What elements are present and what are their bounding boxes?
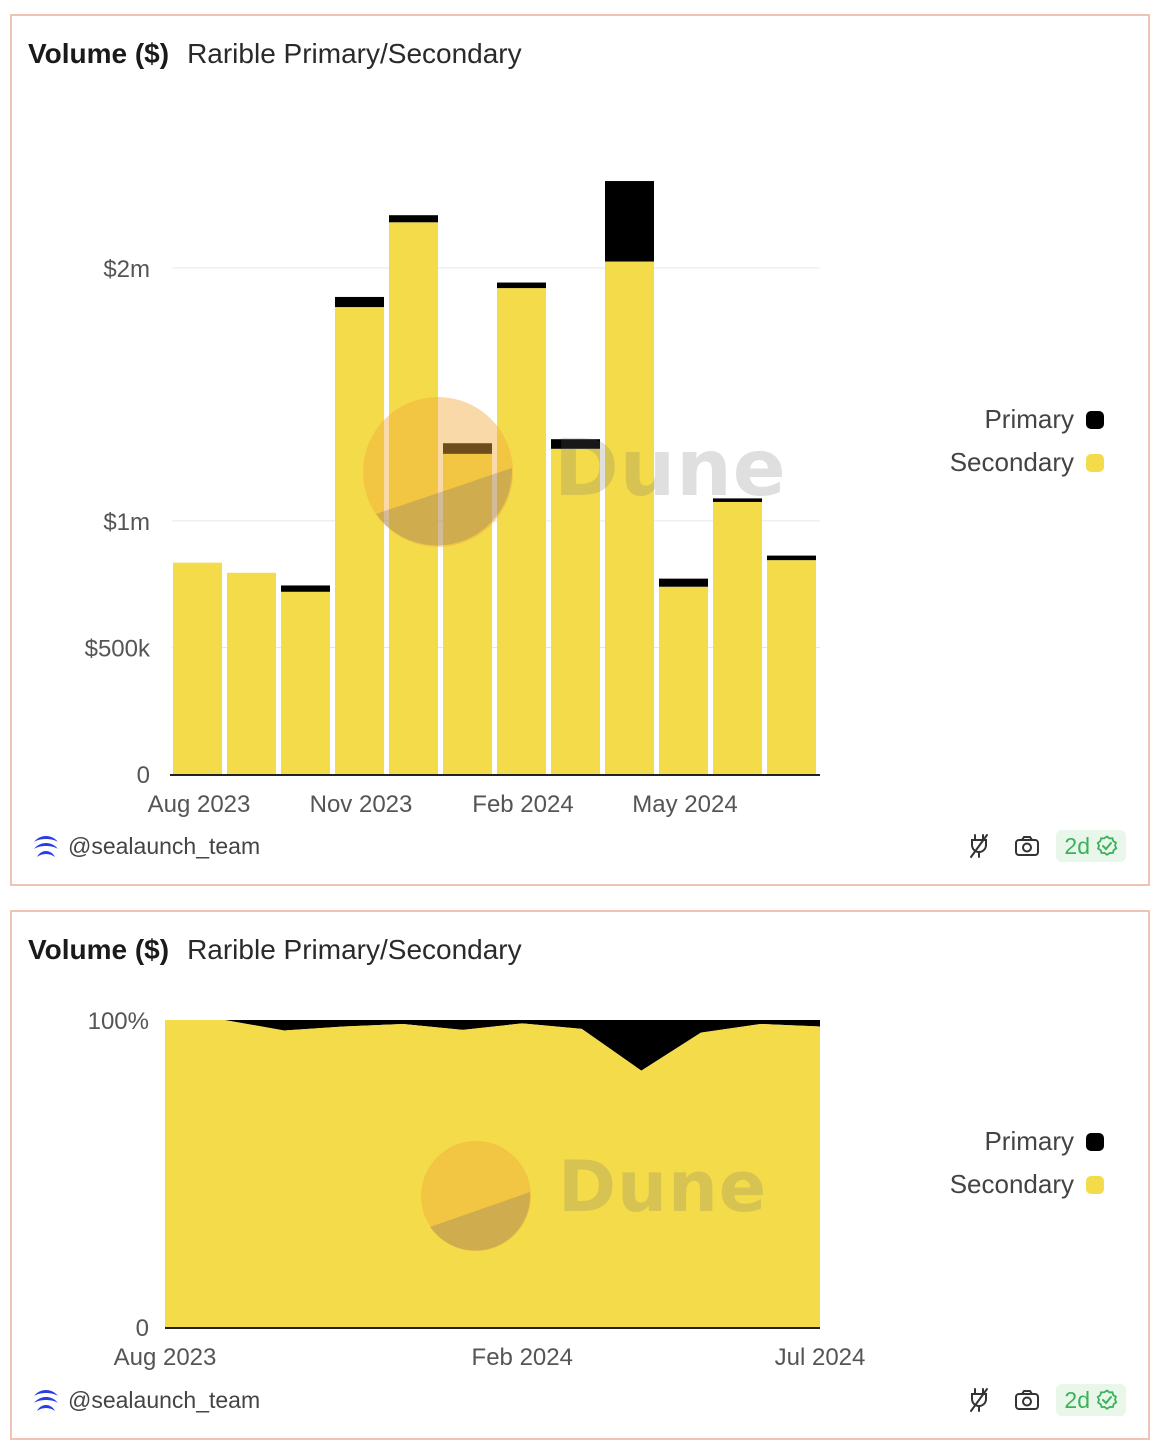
legend-item-secondary[interactable]: Secondary — [950, 1163, 1104, 1206]
y-tick-label: 0 — [136, 1315, 149, 1342]
plug-icon[interactable] — [964, 831, 994, 861]
author-name: @sealaunch_team — [68, 832, 261, 859]
y-tick-label: 100% — [88, 1008, 149, 1035]
chart-footer: @sealaunch_team 2d — [32, 828, 1126, 864]
author[interactable]: @sealaunch_team — [32, 1387, 260, 1414]
bar-secondary — [497, 288, 546, 774]
verified-check-icon — [1096, 835, 1118, 856]
chart-title: Volume ($) — [28, 934, 170, 965]
x-tick-label: May 2024 — [632, 791, 737, 818]
y-tick-label: $500k — [85, 635, 151, 662]
bar-primary — [335, 296, 384, 308]
y-tick-label: $1m — [103, 509, 150, 536]
sealaunch-logo-icon — [34, 836, 58, 857]
y-tick-label: 0 — [137, 762, 150, 789]
bar-primary — [659, 578, 708, 587]
bar-chart: 0 $500k $1m $2m Aug 2023 Nov 2023 Feb 2024 May … — [85, 181, 820, 818]
x-tick-label: Aug 2023 — [114, 1344, 217, 1371]
legend-swatch-primary — [1086, 410, 1104, 429]
bar-primary — [713, 498, 762, 502]
verified-check-icon — [1096, 1389, 1118, 1410]
legend-swatch-secondary — [1086, 453, 1104, 472]
x-tick-label: Jul 2024 — [775, 1344, 866, 1371]
bar-secondary — [605, 261, 654, 774]
freshness-label: 2d — [1064, 1386, 1090, 1413]
x-tick-label: Feb 2024 — [472, 1344, 573, 1371]
legend-label: Primary — [984, 404, 1074, 434]
chart-panel-area: Volume ($) Rarible Primary/Secondary 0 100… — [10, 910, 1150, 1440]
legend: Primary Secondary — [950, 398, 1104, 484]
bar-secondary — [713, 501, 762, 774]
camera-icon[interactable] — [1012, 831, 1042, 861]
freshness-badge[interactable]: 2d — [1056, 1384, 1126, 1416]
bar-secondary — [443, 453, 492, 774]
area-secondary — [165, 1020, 820, 1327]
bar-secondary — [659, 586, 708, 774]
chart-subtitle: Rarible Primary/Secondary — [187, 934, 522, 965]
x-tick-label: Feb 2024 — [472, 791, 573, 818]
plug-icon[interactable] — [964, 1385, 994, 1415]
area-chart: 0 100% Aug 2023 Feb 2024 Jul 2024 — [88, 1008, 866, 1371]
author-name: @sealaunch_team — [68, 1386, 261, 1413]
bar-primary — [767, 555, 816, 561]
bar-primary — [443, 443, 492, 454]
x-tick-label: Aug 2023 — [148, 791, 251, 818]
bar-secondary — [389, 222, 438, 775]
bar-primary — [605, 181, 654, 262]
freshness-badge[interactable]: 2d — [1056, 830, 1126, 862]
bar-secondary — [227, 572, 276, 774]
bar-primary — [497, 282, 546, 289]
legend-label: Primary — [984, 1126, 1074, 1156]
bar-primary — [551, 439, 600, 449]
chart-subtitle: Rarible Primary/Secondary — [187, 38, 522, 69]
chart-title: Volume ($) — [28, 38, 170, 69]
author[interactable]: @sealaunch_team — [32, 833, 260, 860]
legend-label: Secondary — [949, 1169, 1074, 1199]
legend-swatch-secondary — [1086, 1175, 1104, 1194]
legend-swatch-primary — [1086, 1132, 1104, 1151]
y-tick-label: $2m — [103, 256, 150, 283]
x-tick-label: Nov 2023 — [310, 791, 413, 818]
legend-label: Secondary — [949, 447, 1074, 477]
sealaunch-logo-icon — [34, 1390, 58, 1411]
bar-primary — [281, 585, 330, 592]
camera-icon[interactable] — [1012, 1385, 1042, 1415]
bar-primary — [389, 215, 438, 223]
bar-secondary — [173, 562, 222, 774]
chart-header: Volume ($) Rarible Primary/Secondary — [28, 934, 522, 966]
bar-secondary — [281, 591, 330, 774]
chart-header: Volume ($) Rarible Primary/Secondary — [28, 38, 522, 70]
legend: Primary Secondary — [950, 1120, 1104, 1206]
legend-item-secondary[interactable]: Secondary — [950, 441, 1104, 484]
bar-secondary — [335, 307, 384, 774]
bar-secondary — [767, 560, 816, 774]
freshness-label: 2d — [1064, 832, 1090, 859]
legend-item-primary[interactable]: Primary — [950, 1120, 1104, 1163]
legend-item-primary[interactable]: Primary — [950, 398, 1104, 441]
chart-panel-bar: Volume ($) Rarible Primary/Secondary 0 $50… — [10, 14, 1150, 886]
area-primary — [165, 1020, 820, 1071]
chart-footer: @sealaunch_team 2d — [32, 1382, 1126, 1418]
bar-secondary — [551, 448, 600, 774]
